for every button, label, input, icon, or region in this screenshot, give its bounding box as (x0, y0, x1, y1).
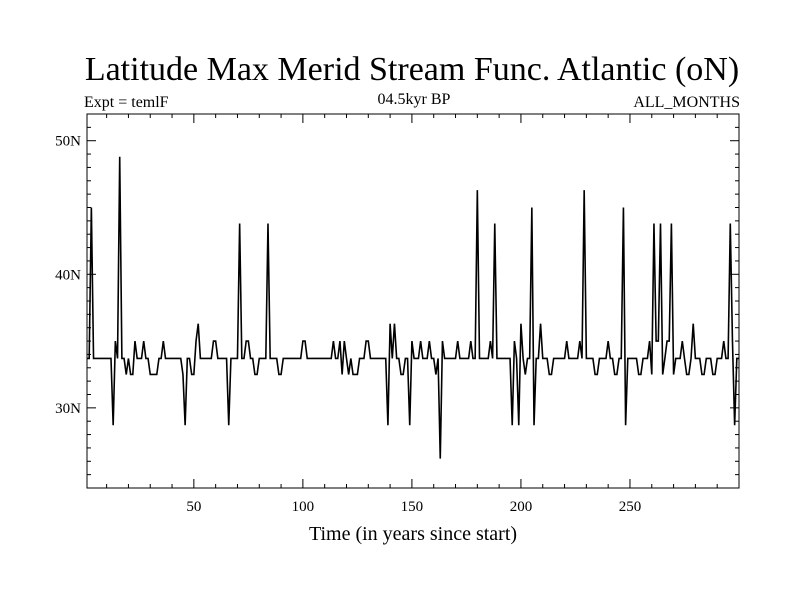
x-axis: 50 100 150 200 250 (106, 114, 718, 515)
y-tick-label: 30N (55, 401, 81, 417)
subtitle-left: Expt = temlF (84, 94, 169, 111)
subtitle-right: ALL_MONTHS (633, 94, 740, 111)
y-tick-label: 50N (55, 134, 81, 150)
chart-title: Latitude Max Merid Stream Func. Atlantic… (85, 51, 739, 88)
series-line (87, 156, 739, 459)
x-tick-label: 150 (401, 499, 424, 515)
y-axis: 30N 40N 50N (55, 113, 739, 489)
x-tick-label: 50 (186, 499, 201, 515)
plot-frame (86, 113, 740, 489)
y-tick-label: 40N (55, 267, 81, 283)
x-tick-label: 100 (292, 499, 315, 515)
x-tick-label: 200 (510, 499, 533, 515)
subtitle-center: 04.5kyr BP (378, 91, 451, 108)
x-tick-label: 250 (619, 499, 642, 515)
x-axis-label: Time (in years since start) (309, 523, 517, 545)
